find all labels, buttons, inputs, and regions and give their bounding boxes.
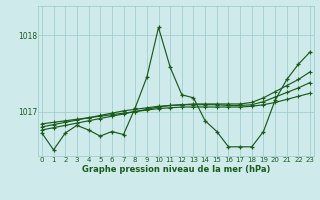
X-axis label: Graphe pression niveau de la mer (hPa): Graphe pression niveau de la mer (hPa) <box>82 165 270 174</box>
